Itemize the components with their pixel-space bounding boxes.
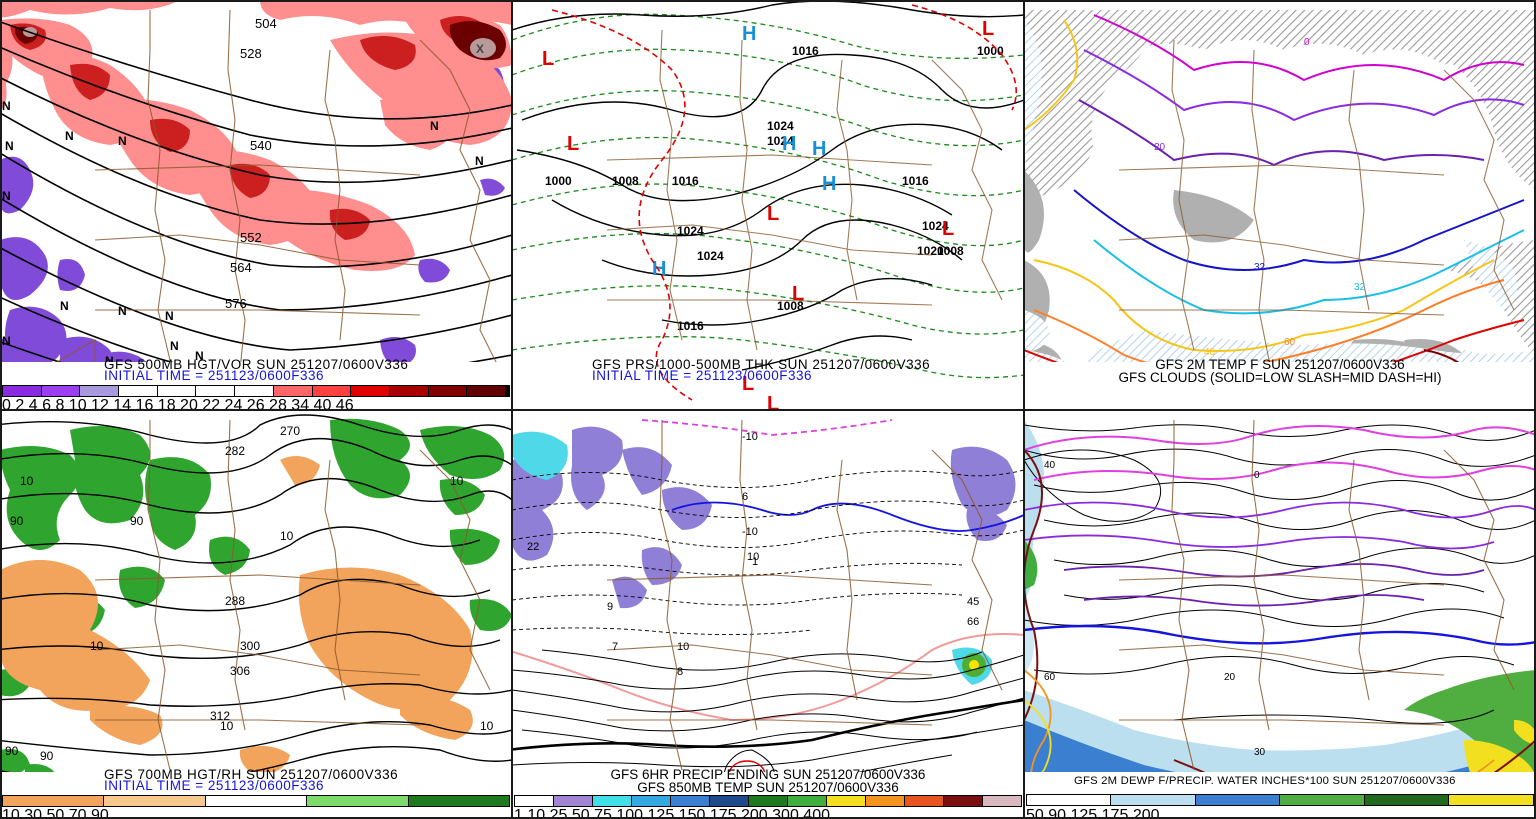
- svg-text:0: 0: [1254, 470, 1260, 481]
- svg-text:N: N: [2, 334, 11, 348]
- svg-text:0: 0: [1304, 37, 1310, 48]
- svg-text:10: 10: [677, 641, 689, 653]
- svg-text:20: 20: [1224, 672, 1236, 683]
- svg-text:GFS CLOUDS (SOLID=LOW SLASH=MI: GFS CLOUDS (SOLID=LOW SLASH=MID DASH=HI): [1119, 370, 1442, 385]
- svg-text:10: 10: [220, 719, 234, 733]
- svg-text:H: H: [742, 23, 756, 45]
- svg-text:1008: 1008: [937, 244, 964, 258]
- svg-text:1016: 1016: [902, 174, 929, 188]
- svg-text:30: 30: [1254, 747, 1266, 758]
- svg-text:45: 45: [967, 596, 979, 608]
- svg-text:300: 300: [240, 639, 260, 653]
- svg-text:1008: 1008: [612, 174, 639, 188]
- svg-text:INITIAL TIME = 251123/0600F336: INITIAL TIME = 251123/0600F336: [592, 368, 812, 383]
- svg-text:H: H: [782, 133, 796, 155]
- svg-text:60: 60: [1284, 337, 1296, 348]
- svg-text:INITIAL TIME = 251123/0600F336: INITIAL TIME = 251123/0600F336: [104, 778, 324, 793]
- svg-text:8: 8: [677, 666, 683, 678]
- svg-text:90: 90: [5, 744, 19, 758]
- svg-text:N: N: [2, 189, 11, 203]
- svg-text:10: 10: [280, 529, 294, 543]
- svg-text:GFS 850MB TEMP SUN 251207/0600: GFS 850MB TEMP SUN 251207/0600V336: [637, 780, 898, 795]
- svg-text:N: N: [118, 134, 127, 148]
- svg-text:504: 504: [255, 16, 277, 31]
- svg-text:32: 32: [1354, 282, 1366, 293]
- svg-text:40: 40: [1044, 460, 1056, 471]
- svg-text:10: 10: [450, 474, 464, 488]
- svg-text:282: 282: [225, 444, 245, 458]
- svg-text:L: L: [942, 218, 954, 240]
- svg-text:1000: 1000: [545, 174, 572, 188]
- svg-text:N: N: [118, 304, 127, 318]
- svg-text:528: 528: [240, 46, 262, 61]
- svg-text:90: 90: [10, 514, 24, 528]
- svg-text:1024: 1024: [697, 249, 724, 263]
- svg-text:N: N: [65, 129, 74, 143]
- svg-text:INITIAL TIME = 251123/0600F336: INITIAL TIME = 251123/0600F336: [104, 368, 324, 383]
- svg-text:288: 288: [225, 594, 245, 608]
- svg-text:552: 552: [240, 230, 262, 245]
- svg-text:9: 9: [607, 601, 613, 613]
- svg-text:X: X: [476, 42, 484, 56]
- svg-text:L: L: [542, 48, 554, 70]
- svg-text:7: 7: [612, 641, 618, 653]
- svg-text:-10: -10: [742, 431, 758, 443]
- svg-text:10: 10: [480, 719, 494, 733]
- svg-text:60: 60: [1044, 672, 1056, 683]
- svg-text:270: 270: [280, 424, 300, 438]
- svg-text:1016: 1016: [677, 319, 704, 333]
- svg-text:L: L: [567, 133, 579, 155]
- svg-text:22: 22: [527, 541, 539, 553]
- svg-text:6: 6: [742, 491, 748, 503]
- svg-text:540: 540: [250, 138, 272, 153]
- svg-text:90: 90: [130, 514, 144, 528]
- svg-text:GFS 2M DEWP F/PRECIP. WATER IN: GFS 2M DEWP F/PRECIP. WATER INCHES*100 S…: [1074, 775, 1456, 787]
- svg-text:N: N: [430, 119, 439, 133]
- svg-text:1016: 1016: [672, 174, 699, 188]
- svg-text:306: 306: [230, 664, 250, 678]
- svg-text:L: L: [982, 18, 994, 40]
- svg-text:90: 90: [40, 749, 54, 763]
- svg-text:1000: 1000: [977, 44, 1004, 58]
- svg-text:20: 20: [1154, 142, 1166, 153]
- svg-text:L: L: [767, 203, 779, 225]
- svg-text:1: 1: [752, 556, 758, 568]
- svg-text:-10: -10: [742, 526, 758, 538]
- svg-text:L: L: [767, 393, 779, 410]
- svg-text:1024: 1024: [767, 119, 794, 133]
- svg-text:H: H: [822, 173, 836, 195]
- svg-text:N: N: [165, 309, 174, 323]
- svg-text:N: N: [2, 99, 11, 113]
- svg-text:10: 10: [20, 474, 34, 488]
- svg-text:N: N: [5, 139, 14, 153]
- svg-text:N: N: [475, 154, 484, 168]
- svg-text:576: 576: [225, 296, 247, 311]
- svg-text:H: H: [652, 258, 666, 280]
- svg-text:564: 564: [230, 260, 252, 275]
- svg-text:32: 32: [1254, 262, 1266, 273]
- svg-text:N: N: [60, 299, 69, 313]
- svg-text:N: N: [170, 339, 179, 353]
- svg-text:H: H: [812, 138, 826, 160]
- svg-text:1016: 1016: [792, 44, 819, 58]
- svg-text:10: 10: [90, 639, 104, 653]
- svg-text:66: 66: [967, 616, 979, 628]
